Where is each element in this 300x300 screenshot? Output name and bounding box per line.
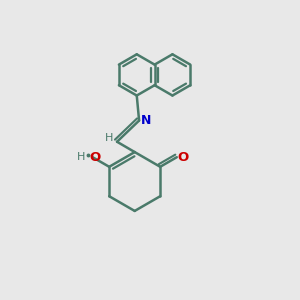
- Text: O: O: [89, 151, 100, 164]
- Text: O: O: [178, 151, 189, 164]
- Text: H: H: [105, 133, 113, 143]
- Text: H: H: [77, 152, 86, 162]
- Text: N: N: [141, 114, 151, 127]
